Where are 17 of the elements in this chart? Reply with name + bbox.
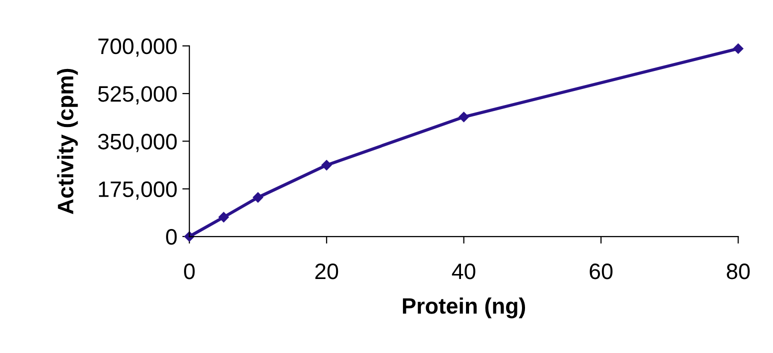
- x-axis-title: Protein (ng): [402, 298, 526, 318]
- y-tick-label: 0: [166, 229, 177, 245]
- point: [252, 192, 264, 203]
- y-tick-label: 525,000: [98, 86, 177, 104]
- y-tick-label: 175,000: [98, 181, 177, 200]
- point: [733, 44, 744, 54]
- point: [321, 160, 332, 170]
- x-tick-label: 0: [184, 263, 195, 280]
- point: [458, 112, 469, 122]
- x-tick-label: 80: [726, 263, 750, 280]
- x-tick-label: 20: [315, 263, 338, 280]
- y-tick-label: 350,000: [98, 134, 177, 152]
- y-axis-title: Activity (cpm): [57, 68, 78, 214]
- y-tick-label: 700,000: [98, 38, 177, 57]
- x-tick-label: 60: [590, 263, 612, 280]
- x-tick-label: 40: [452, 263, 476, 280]
- point: [218, 212, 229, 222]
